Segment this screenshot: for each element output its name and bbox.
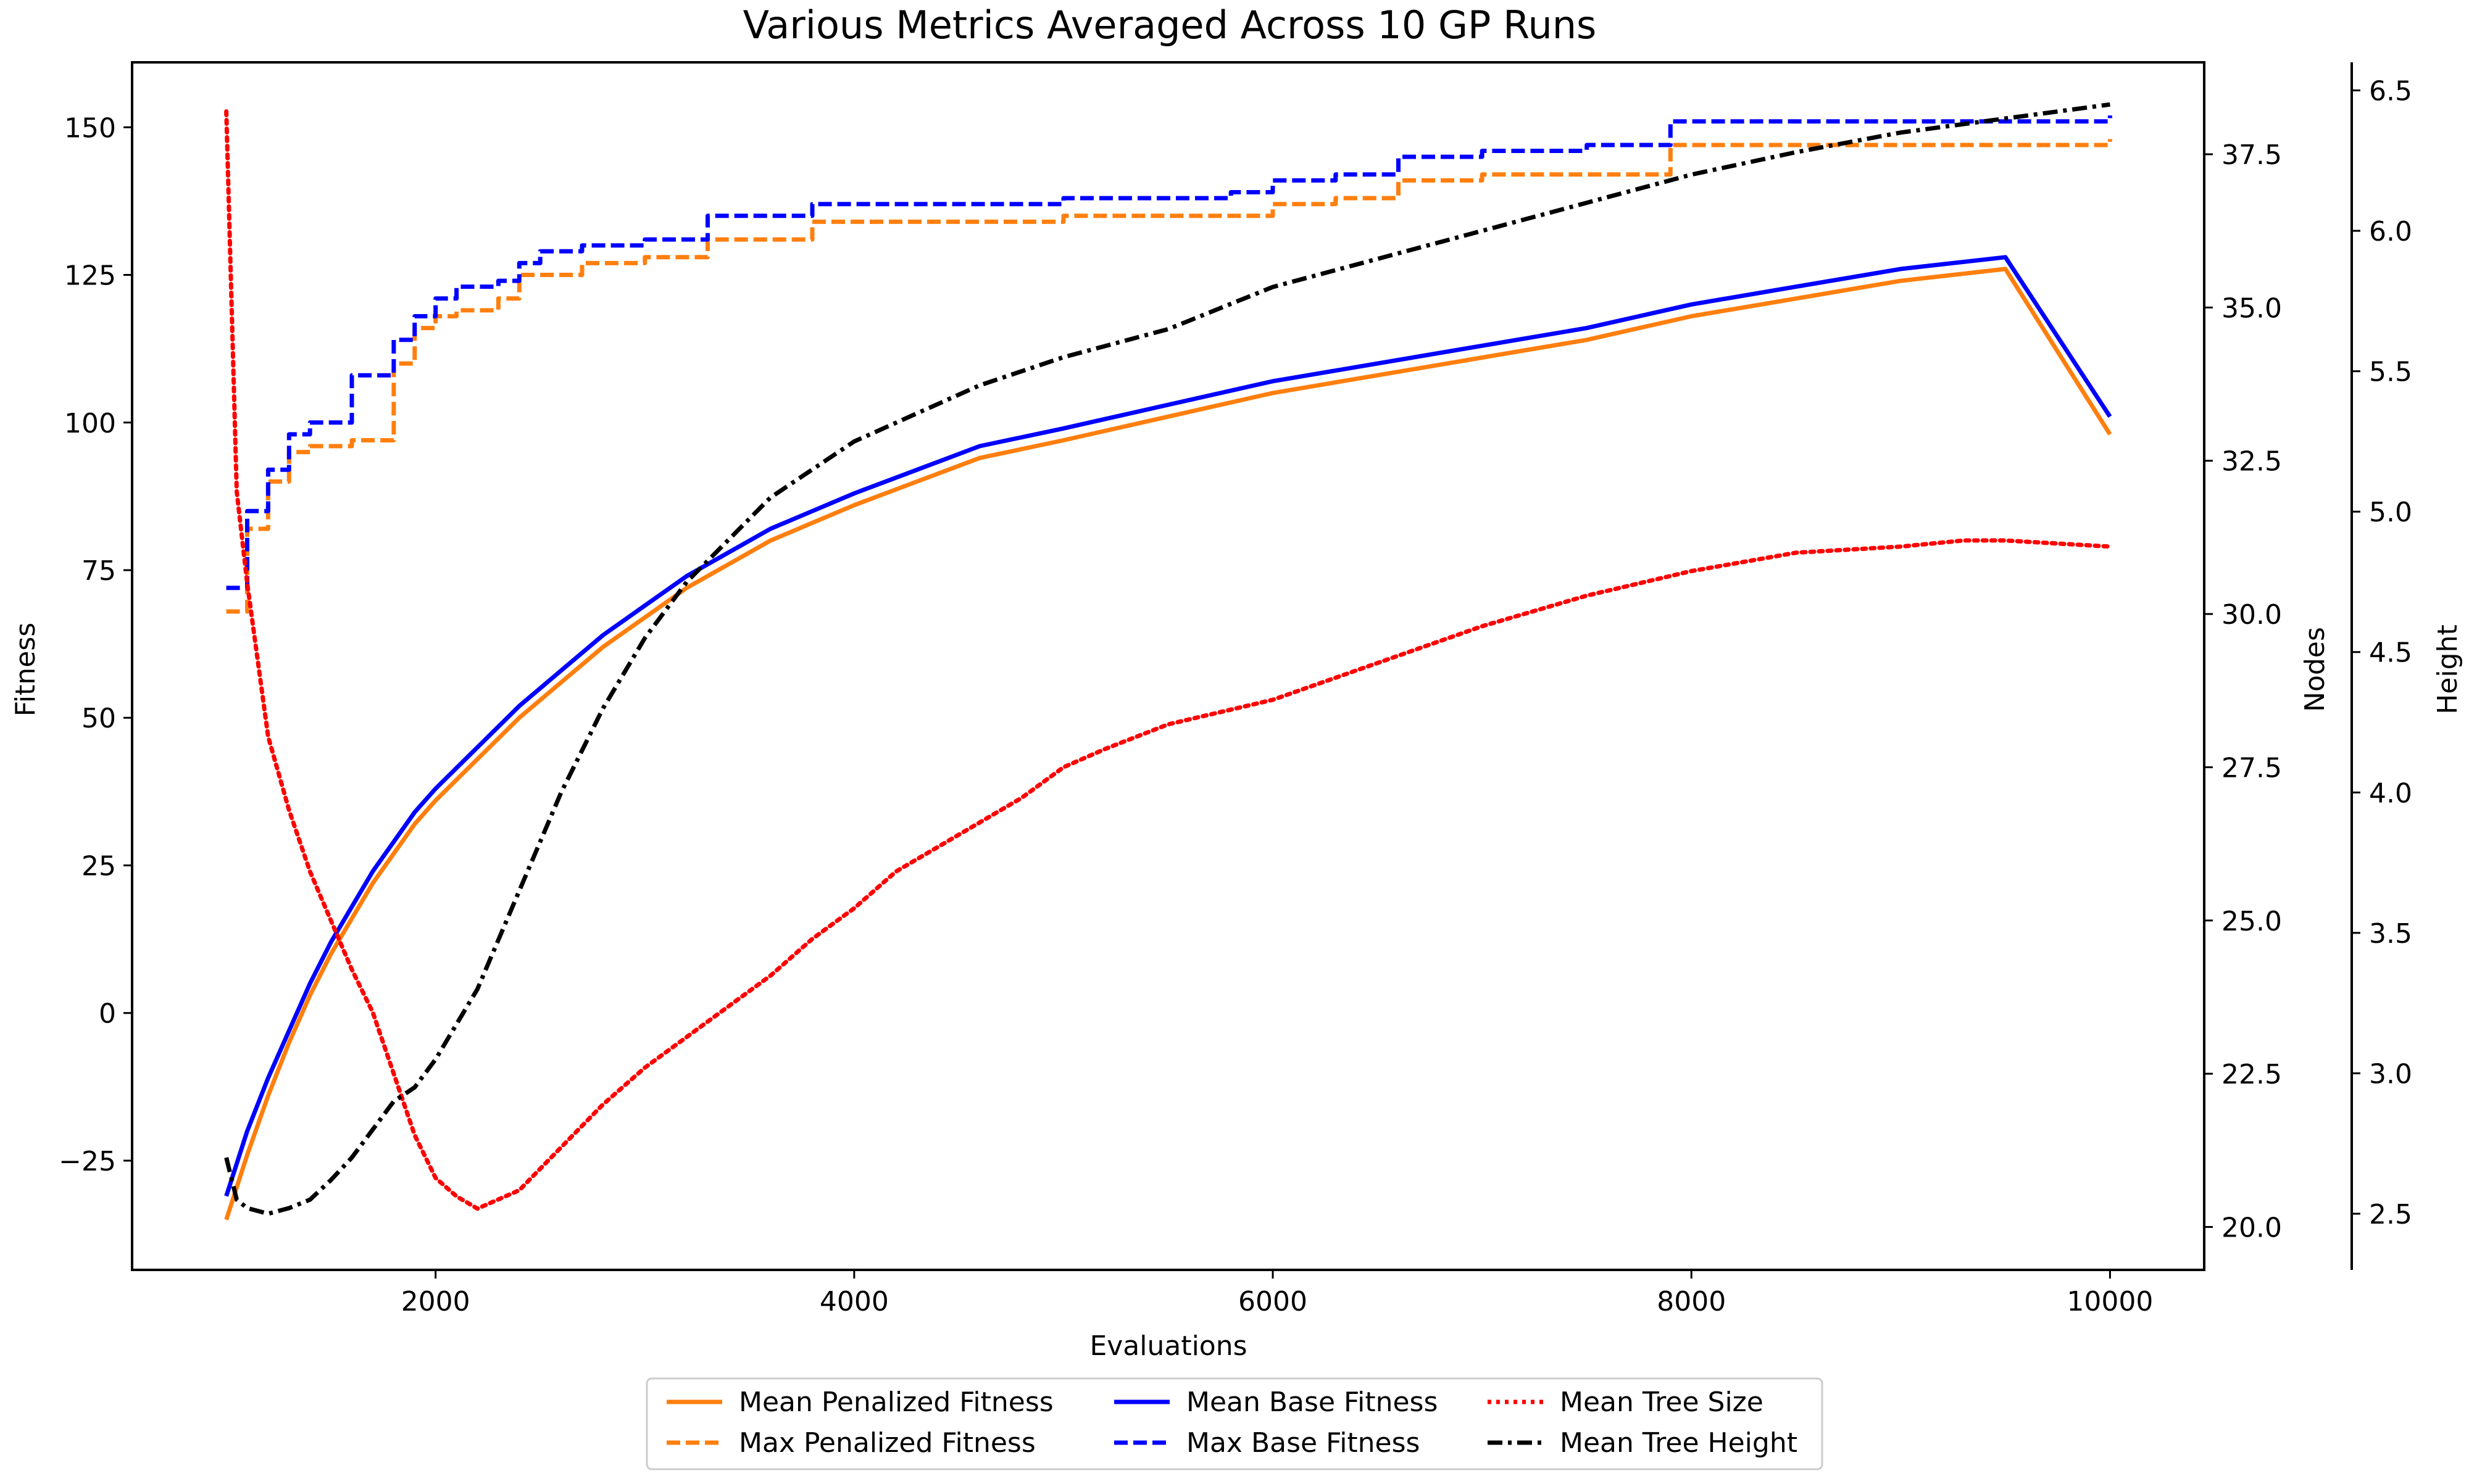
series-layer xyxy=(224,102,2112,1221)
x-axis-ticks: 2000 4000 6000 8000 10000 xyxy=(401,1270,2153,1317)
legend-label-max-base-fitness: Max Base Fitness xyxy=(1186,1427,1420,1459)
legend-label-mean-penalized-fitness: Mean Penalized Fitness xyxy=(739,1387,1054,1418)
height-tick-label: 5.0 xyxy=(2369,497,2412,528)
legend-label-max-penalized-fitness: Max Penalized Fitness xyxy=(739,1427,1036,1459)
series-line-max-penalized-fitness xyxy=(226,139,2112,614)
y-axis-label: Fitness xyxy=(10,623,41,716)
y-tick-label: 125 xyxy=(64,260,116,292)
series-line-mean-penalized-fitness xyxy=(224,267,2112,1221)
y-axis-ticks: −25 0 25 50 75 100 125 150 xyxy=(59,112,132,1177)
nodes-tick-label: 32.5 xyxy=(2221,446,2282,478)
y-tick-label: 100 xyxy=(64,408,116,439)
x-tick-label: 6000 xyxy=(1238,1286,1307,1317)
legend-label-mean-tree-size: Mean Tree Size xyxy=(1560,1387,1763,1418)
y-tick-label: 25 xyxy=(81,850,116,882)
x-tick-label: 10000 xyxy=(2067,1286,2153,1317)
x-tick-label: 4000 xyxy=(820,1286,889,1317)
series-line-mean-tree-height xyxy=(224,102,2110,1216)
height-tick-label: 3.0 xyxy=(2369,1058,2412,1090)
nodes-tick-label: 22.5 xyxy=(2221,1059,2282,1090)
height-axis-label: Height xyxy=(2432,624,2463,714)
series-line-mean-base-fitness xyxy=(224,255,2112,1197)
nodes-tick-label: 37.5 xyxy=(2221,139,2282,171)
nodes-tick-label: 25.0 xyxy=(2221,906,2282,937)
height-tick-label: 3.5 xyxy=(2369,918,2412,950)
y-tick-label: 50 xyxy=(81,703,116,734)
series-line-max-base-fitness xyxy=(226,115,2112,591)
height-tick-label: 6.5 xyxy=(2369,76,2412,107)
x-tick-label: 2000 xyxy=(401,1286,470,1317)
nodes-tick-label: 20.0 xyxy=(2221,1212,2282,1243)
plot-frame xyxy=(131,61,2205,1271)
legend: Mean Penalized Fitness Mean Base Fitness M… xyxy=(646,1377,1823,1470)
height-tick-label: 5.5 xyxy=(2369,357,2412,388)
height-tick-label: 2.5 xyxy=(2369,1199,2412,1230)
chart-title: Various Metrics Averaged Across 10 GP Ru… xyxy=(743,2,1597,48)
legend-label-mean-base-fitness: Mean Base Fitness xyxy=(1186,1387,1438,1418)
series-line-mean-tree-size xyxy=(224,109,2112,1211)
y-tick-label: −25 xyxy=(59,1146,116,1177)
y-tick-label: 0 xyxy=(99,998,116,1030)
nodes-tick-label: 27.5 xyxy=(2221,752,2282,784)
x-axis-label: Evaluations xyxy=(1089,1330,1247,1362)
nodes-tick-label: 35.0 xyxy=(2221,292,2282,324)
nodes-axis-label: Nodes xyxy=(2299,627,2331,712)
height-tick-label: 4.5 xyxy=(2369,637,2412,669)
nodes-tick-label: 30.0 xyxy=(2221,599,2282,631)
y-tick-label: 150 xyxy=(64,112,116,144)
height-tick-label: 4.0 xyxy=(2369,777,2412,809)
nodes-axis-ticks: 20.0 22.5 25.0 27.5 30.0 32.5 35.0 37.5 xyxy=(2204,139,2282,1243)
y-tick-label: 75 xyxy=(81,555,116,587)
legend-label-mean-tree-height: Mean Tree Height xyxy=(1560,1427,1797,1459)
x-tick-label: 8000 xyxy=(1657,1286,1726,1317)
height-tick-label: 6.0 xyxy=(2369,216,2412,247)
height-axis-ticks: 2.5 3.0 3.5 4.0 4.5 5.0 5.5 6.0 6.5 xyxy=(2352,76,2412,1230)
legend-box xyxy=(646,1377,1823,1470)
